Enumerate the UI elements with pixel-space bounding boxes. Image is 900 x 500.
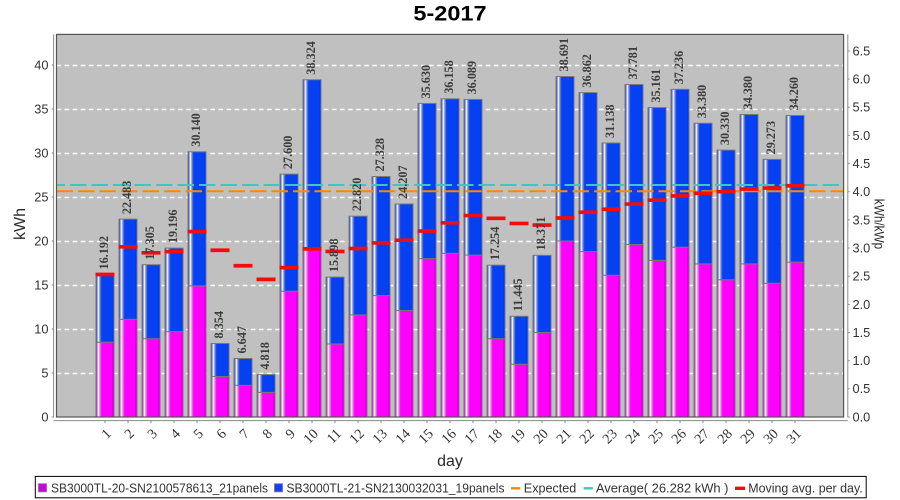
svg-text:kWh: kWh [12, 208, 29, 240]
svg-text:1.0: 1.0 [853, 353, 871, 368]
svg-text:24.207: 24.207 [396, 165, 410, 199]
svg-text:25: 25 [34, 189, 48, 204]
svg-text:0.0: 0.0 [853, 409, 871, 424]
svg-text:2.0: 2.0 [853, 297, 871, 312]
svg-text:16.192: 16.192 [97, 236, 111, 270]
svg-text:15: 15 [34, 277, 48, 292]
svg-text:33.380: 33.380 [695, 85, 709, 119]
svg-text:3.5: 3.5 [853, 212, 871, 227]
svg-text:kWh/kWp: kWh/kWp [872, 199, 888, 250]
svg-text:17.305: 17.305 [143, 226, 157, 260]
svg-text:Moving avg. per day.: Moving avg. per day. [748, 481, 862, 496]
svg-text:4.0: 4.0 [853, 184, 871, 199]
svg-text:6.647: 6.647 [235, 326, 249, 353]
svg-text:1.5: 1.5 [853, 325, 871, 340]
svg-text:35.161: 35.161 [649, 69, 663, 103]
svg-text:20: 20 [34, 233, 48, 248]
svg-text:5.5: 5.5 [853, 100, 871, 115]
svg-text:day: day [437, 453, 463, 470]
svg-text:22.820: 22.820 [350, 178, 364, 212]
svg-text:4.5: 4.5 [853, 156, 871, 171]
svg-text:36.089: 36.089 [465, 61, 479, 95]
svg-text:30: 30 [34, 145, 48, 160]
svg-text:8.354: 8.354 [212, 311, 226, 338]
svg-text:4.818: 4.818 [258, 342, 272, 369]
svg-text:18.371: 18.371 [534, 217, 548, 251]
svg-text:27.328: 27.328 [373, 138, 387, 172]
svg-text:27.600: 27.600 [281, 136, 295, 170]
svg-text:5: 5 [41, 365, 48, 380]
svg-text:30.330: 30.330 [718, 112, 732, 146]
svg-text:6.0: 6.0 [853, 71, 871, 86]
svg-text:34.380: 34.380 [741, 76, 755, 110]
svg-text:17.254: 17.254 [488, 227, 502, 261]
svg-text:3.0: 3.0 [853, 240, 871, 255]
svg-text:5-2017: 5-2017 [413, 2, 486, 26]
svg-text:0.5: 0.5 [853, 381, 871, 396]
svg-text:37.781: 37.781 [626, 46, 640, 80]
svg-text:30.140: 30.140 [189, 113, 203, 147]
svg-text:34.260: 34.260 [787, 77, 801, 111]
svg-text:22.483: 22.483 [120, 181, 134, 215]
svg-text:29.273: 29.273 [764, 121, 778, 155]
svg-text:15.898: 15.898 [327, 239, 341, 273]
svg-text:11.445: 11.445 [511, 278, 525, 311]
svg-text:6.5: 6.5 [853, 43, 871, 58]
svg-text:Average( 26.282 kWh ): Average( 26.282 kWh ) [596, 481, 729, 496]
svg-text:19.196: 19.196 [166, 210, 180, 244]
svg-text:Expected: Expected [524, 481, 577, 496]
svg-text:0: 0 [41, 409, 48, 424]
svg-text:31.138: 31.138 [603, 104, 617, 138]
svg-text:SB3000TL-20-SN2100578613_21pan: SB3000TL-20-SN2100578613_21panels [51, 481, 268, 496]
svg-text:38.691: 38.691 [557, 38, 571, 72]
svg-text:38.324: 38.324 [304, 41, 318, 75]
svg-text:10: 10 [34, 321, 48, 336]
svg-text:5.0: 5.0 [853, 128, 871, 143]
svg-text:36.158: 36.158 [442, 60, 456, 94]
svg-text:35.630: 35.630 [419, 65, 433, 99]
svg-text:2.5: 2.5 [853, 269, 871, 284]
svg-text:36.862: 36.862 [580, 54, 594, 88]
svg-text:SB3000TL-21-SN2130032031_19pan: SB3000TL-21-SN2130032031_19panels [287, 481, 505, 496]
svg-text:40: 40 [34, 57, 48, 72]
svg-text:37.236: 37.236 [672, 51, 686, 85]
svg-text:35: 35 [34, 101, 48, 116]
